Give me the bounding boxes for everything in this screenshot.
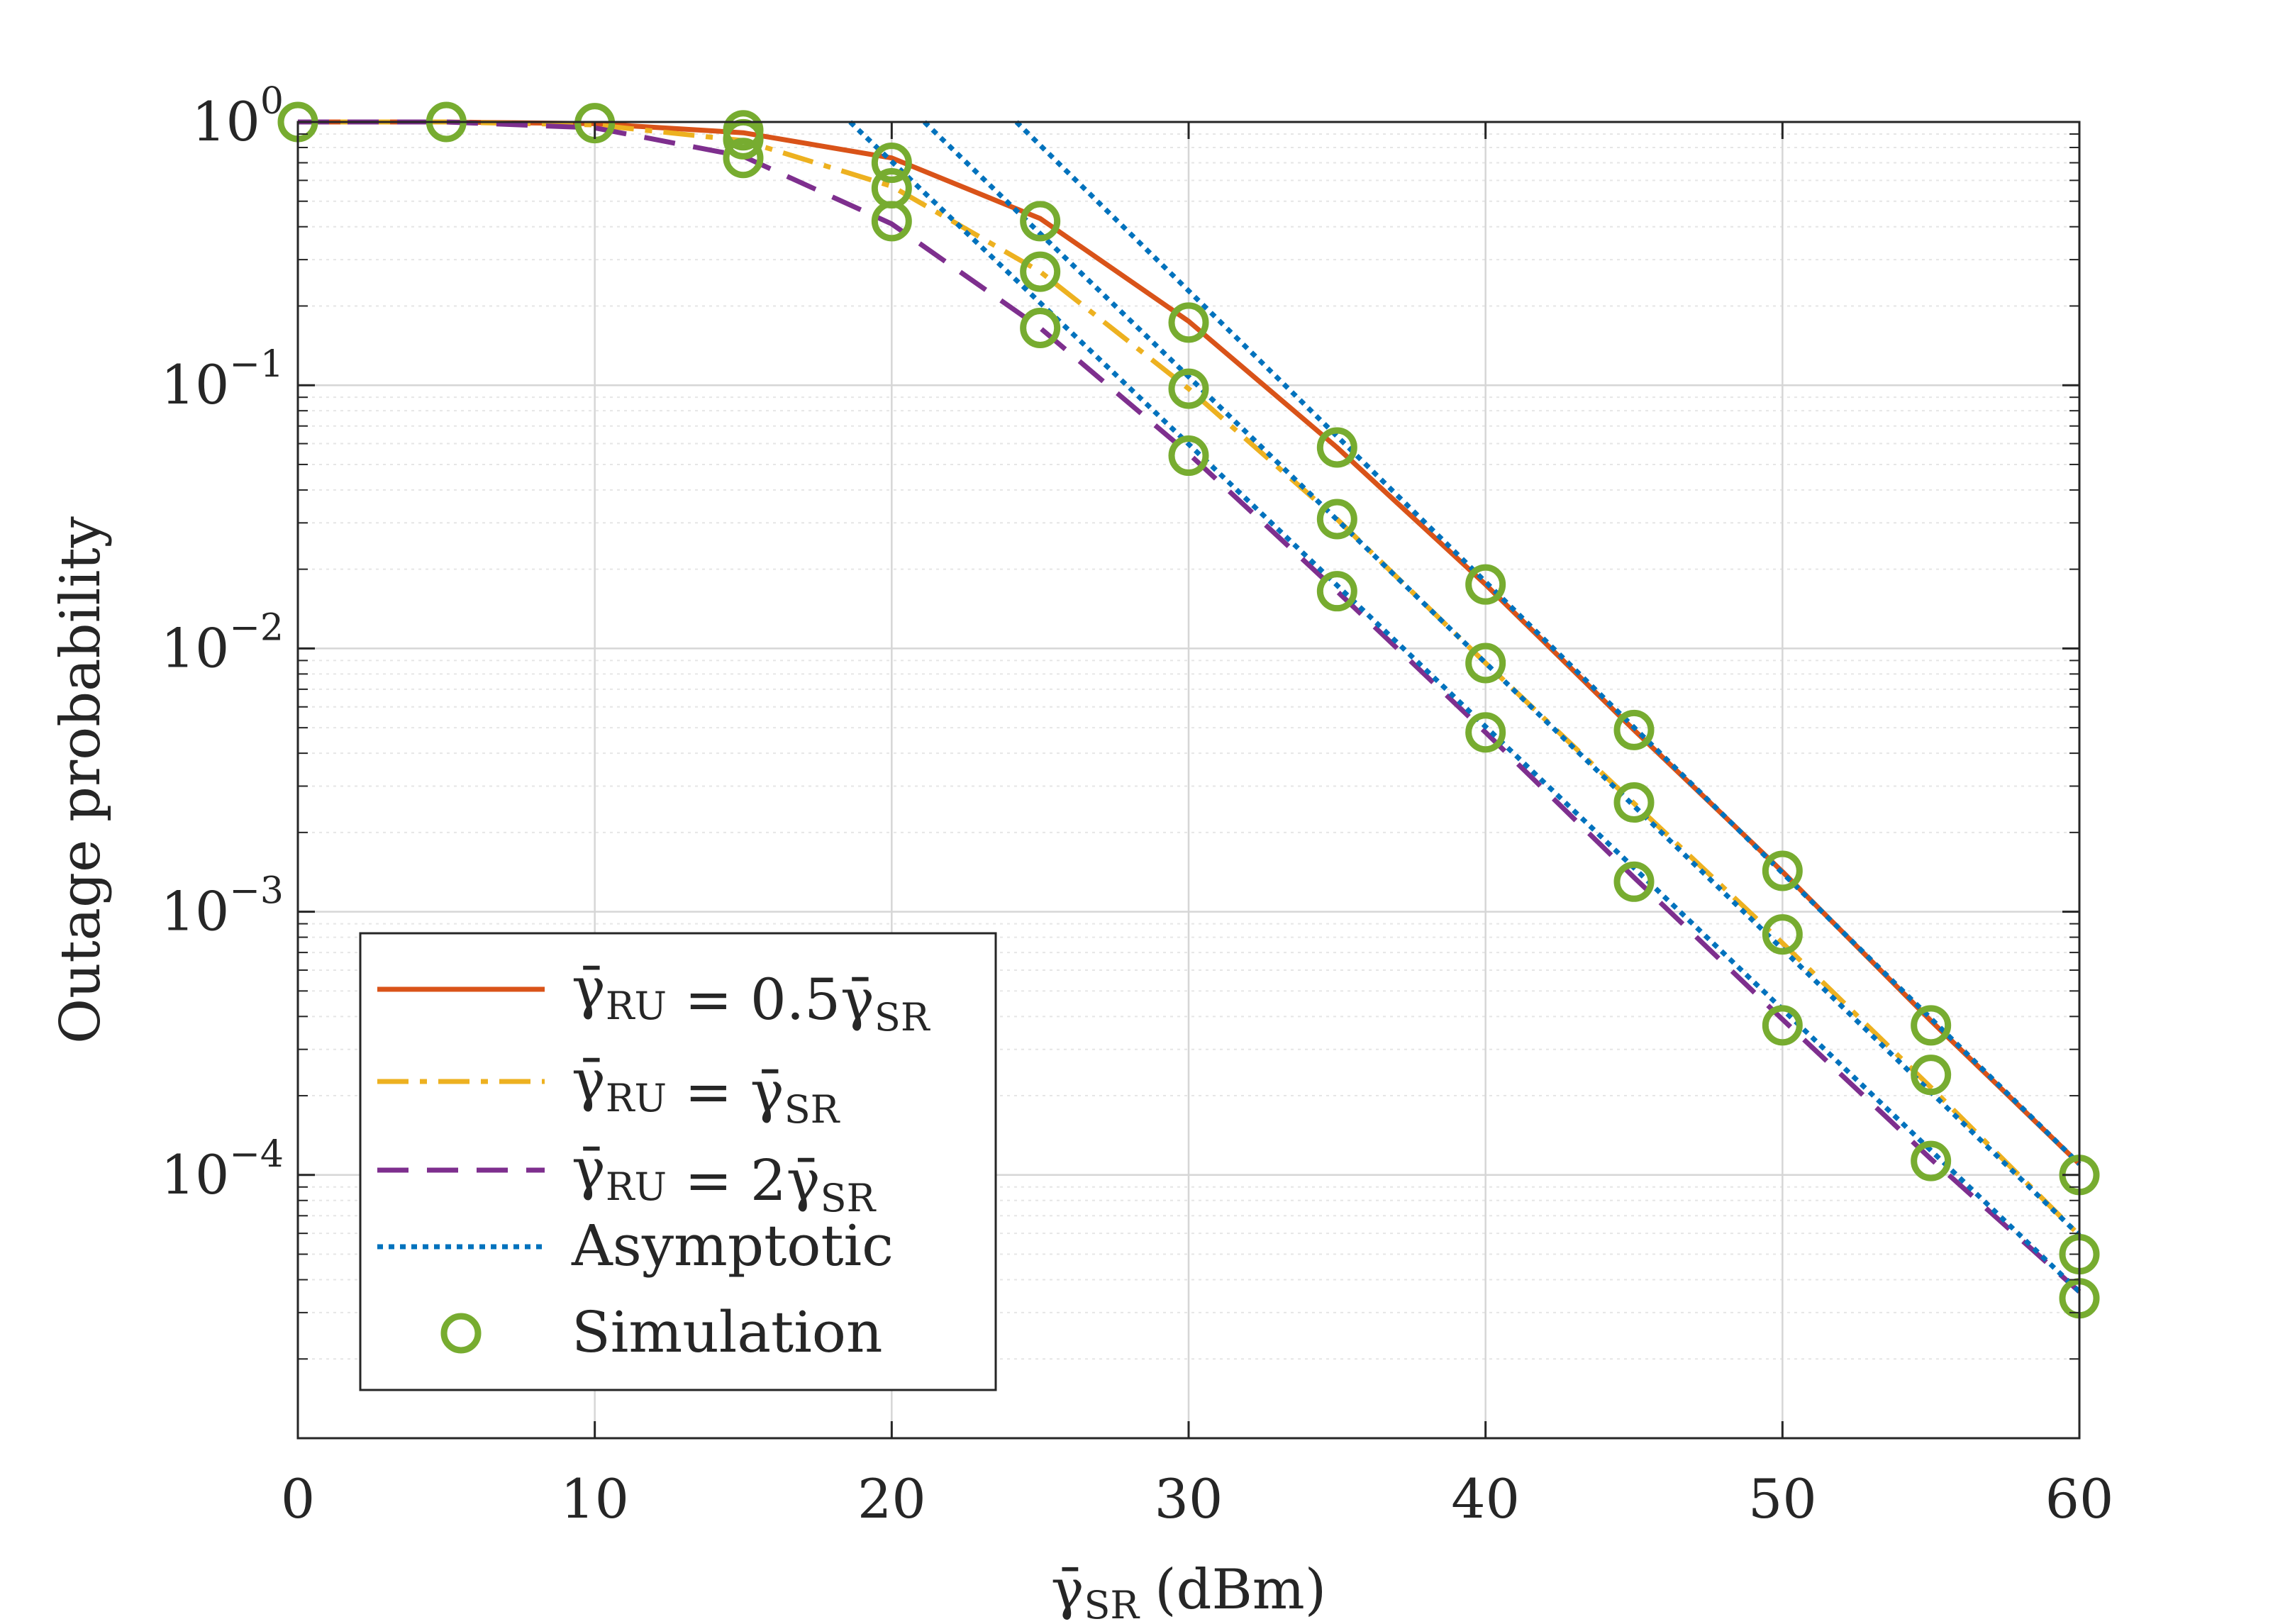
simulation-marker [871,201,912,242]
x-tick-label: 40 [1451,1467,1520,1530]
simulation-marker [1762,850,1803,891]
legend-entry-label: γ̄RU = γ̄SR [572,1047,840,1132]
simulation-marker [574,103,616,144]
x-tick-label: 30 [1155,1467,1223,1530]
legend-gamma-symbol: γ̄ [572,1136,606,1202]
simulation-marker [1316,571,1357,612]
y-tick-label-exponent: −2 [229,606,284,649]
series-line [298,119,2082,1294]
y-axis-label: Outage probability [49,516,113,1044]
legend-gamma-symbol: γ̄ [787,1147,821,1213]
legend: γ̄RU = 0.5γ̄SRγ̄RU = γ̄SRγ̄RU = 2γ̄SRAsy… [359,932,997,1391]
x-tick-label: 20 [857,1467,926,1530]
legend-gamma-symbol: γ̄ [572,955,606,1021]
series-line [298,119,2082,1238]
x-tick-label: 0 [281,1467,315,1530]
y-tick-label-exponent: 0 [260,80,284,123]
legend-gamma-subscript: RU [606,984,667,1028]
y-tick-label-base: 10 [161,353,230,416]
asymptotic-lines [848,120,2082,1294]
legend-equals: = 0.5 [667,967,840,1033]
simulation-marker [1465,712,1506,753]
simulation-marker [1168,435,1209,477]
simulation-marker [1762,1005,1803,1046]
simulation-marker [1020,251,1061,292]
legend-gamma-subscript: RU [606,1076,667,1120]
x-tick-label: 50 [1748,1467,1817,1530]
simulation-marker [1168,302,1209,343]
simulation-marker [1316,427,1357,468]
simulation-marker [1911,1140,1952,1181]
legend-gamma-subscript: RU [606,1164,667,1209]
legend-gamma-symbol: γ̄ [572,1047,606,1113]
legend-equals: = [667,1059,750,1125]
legend-equals: = 2 [667,1147,787,1213]
simulation-marker [1465,643,1506,684]
simulation-marker [1168,368,1209,409]
legend-gamma-subscript: SR [784,1087,840,1132]
y-tick-label-base: 10 [161,616,230,679]
y-tick-label-exponent: −1 [229,343,284,386]
legend-gamma-symbol: γ̄ [840,967,874,1033]
y-tick-label: 10−3 [161,870,284,943]
y-tick-label-base: 10 [161,880,230,943]
x-tick-labels: 0 10 20 30 40 50 60 [281,1467,2114,1530]
y-tick-label-base: 10 [191,90,260,153]
y-tick-label-exponent: −3 [229,870,284,913]
legend-entry-label: γ̄RU = 2γ̄SR [572,1136,877,1220]
x-tick-label: 60 [2045,1467,2114,1530]
simulation-marker [1316,499,1357,540]
legend-box [359,932,997,1391]
simulation-marker [1613,782,1655,823]
legend-gamma-subscript: SR [874,995,930,1040]
simulation-markers [277,101,2100,1319]
y-tick-label: 100 [191,80,284,153]
legend-entry-simulation: Simulation [572,1299,882,1365]
simulation-marker [1465,564,1506,605]
y-tick-label-base: 10 [161,1143,230,1206]
x-axis-label-subscript: SR [1084,1583,1140,1624]
simulation-marker [1613,861,1655,902]
legend-gamma-symbol: γ̄ [750,1059,784,1125]
simulation-marker [871,142,912,183]
x-tick-label: 10 [560,1467,629,1530]
simulation-marker [1762,914,1803,955]
legend-entry-label: γ̄RU = 0.5γ̄SR [572,955,930,1040]
y-tick-label-exponent: −4 [229,1133,284,1176]
x-axis-label-unit: (dBm) [1155,1558,1326,1622]
legend-swatch-simulation [440,1313,482,1354]
simulation-marker [1613,709,1655,750]
simulation-marker [1020,201,1061,242]
tick-marks [296,121,2081,1438]
asymptotic-line [1014,120,2082,1166]
simulation-marker [1020,307,1061,348]
y-tick-label: 10−2 [161,606,284,679]
legend-entry-asymptotic: Asymptotic [571,1213,894,1279]
y-tick-label: 10−4 [161,1133,284,1206]
y-tick-label: 10−1 [161,343,284,416]
x-axis-label: γ̄SR (dBm) [1051,1558,1326,1624]
legend-gamma-subscript: SR [821,1176,877,1220]
simulation-marker [723,138,764,179]
simulation-marker [1911,1055,1952,1096]
x-axis-label-symbol: γ̄ [1051,1558,1084,1622]
simulation-marker [1911,1005,1952,1046]
